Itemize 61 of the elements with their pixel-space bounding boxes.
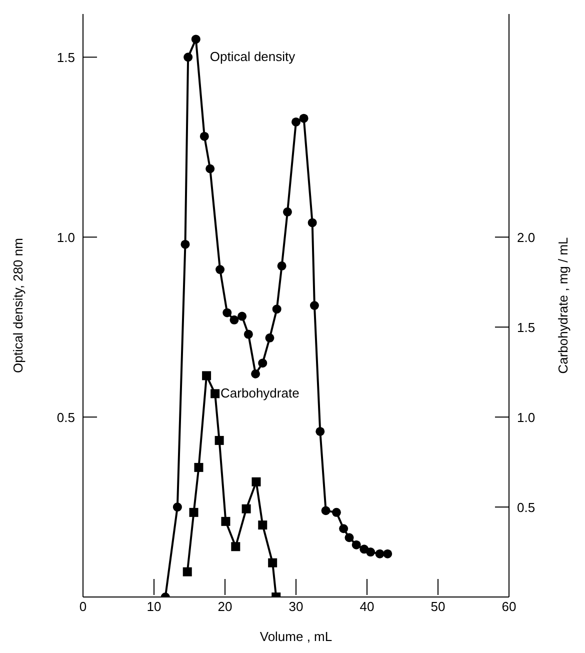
y2-tick-label: 1.0 bbox=[517, 410, 536, 426]
point bbox=[310, 301, 319, 310]
point bbox=[258, 520, 268, 530]
y-tick-label: 1.5 bbox=[56, 50, 75, 66]
x-tick-label: 10 bbox=[146, 599, 162, 614]
y-axis-title: Optical density, 280 nm bbox=[10, 238, 26, 373]
point bbox=[252, 477, 261, 486]
x-tick-label: 30 bbox=[288, 599, 304, 614]
point bbox=[339, 524, 348, 534]
series-label: Optical density bbox=[210, 49, 296, 64]
point bbox=[352, 540, 361, 550]
y-tick-label: 1.0 bbox=[56, 230, 75, 246]
point bbox=[238, 312, 247, 321]
point bbox=[191, 34, 200, 44]
x-tick-label: 0 bbox=[79, 599, 87, 614]
point bbox=[265, 333, 274, 342]
point bbox=[230, 315, 239, 324]
point bbox=[231, 542, 240, 552]
point bbox=[251, 369, 260, 378]
point bbox=[202, 371, 212, 380]
point bbox=[321, 506, 330, 516]
point bbox=[299, 114, 308, 123]
point bbox=[282, 207, 292, 216]
point bbox=[316, 426, 325, 436]
point bbox=[366, 548, 376, 557]
point bbox=[332, 508, 341, 517]
point bbox=[375, 549, 384, 558]
y-tick-label: 0.5 bbox=[56, 410, 75, 426]
point bbox=[222, 308, 232, 318]
point bbox=[272, 304, 282, 314]
point bbox=[242, 504, 251, 514]
point bbox=[189, 508, 198, 517]
point bbox=[383, 549, 392, 558]
point bbox=[200, 132, 209, 141]
point bbox=[182, 567, 192, 576]
point bbox=[194, 462, 204, 472]
y2-axis-title: Carbohydrate , mg / mL bbox=[556, 237, 571, 374]
point bbox=[214, 436, 224, 445]
point bbox=[308, 218, 317, 228]
point bbox=[180, 240, 190, 249]
point bbox=[344, 533, 354, 542]
point bbox=[277, 261, 286, 270]
x-tick-label: 40 bbox=[360, 599, 374, 614]
point bbox=[206, 164, 215, 174]
point bbox=[244, 330, 253, 339]
point bbox=[210, 389, 220, 398]
point bbox=[172, 502, 182, 512]
point bbox=[221, 516, 230, 526]
x-tick-label: 60 bbox=[502, 599, 516, 614]
point bbox=[258, 358, 268, 368]
point bbox=[268, 558, 278, 568]
y2-tick-label: 1.5 bbox=[517, 320, 536, 336]
point bbox=[292, 117, 300, 126]
y2-tick-label: 2.0 bbox=[517, 230, 536, 246]
x-axis-title: Volume , mL bbox=[260, 629, 332, 644]
series-label: Carbohydrate bbox=[220, 386, 300, 401]
y2-tick-label: 0.5 bbox=[517, 500, 536, 516]
point bbox=[216, 265, 225, 274]
x-tick-label: 50 bbox=[430, 599, 446, 614]
point bbox=[184, 52, 193, 62]
x-tick-label: 20 bbox=[218, 599, 232, 614]
